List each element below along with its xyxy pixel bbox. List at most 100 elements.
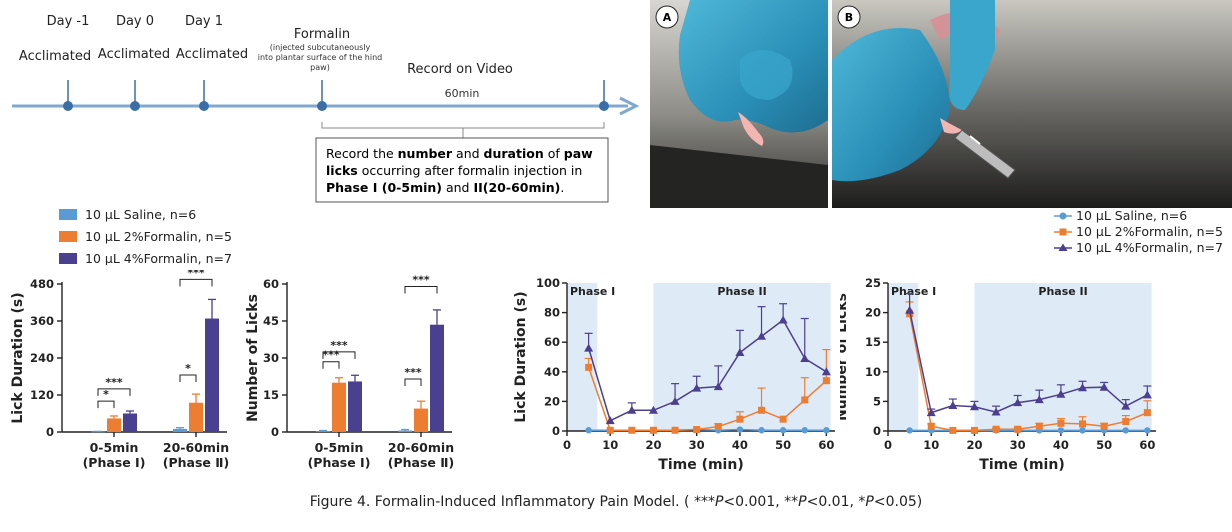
recording-note-segment: II(20-60min)	[473, 180, 560, 195]
bar	[173, 428, 187, 432]
legend-label: 10 μL 2%Formalin, n=5	[1076, 224, 1223, 239]
caption-text: <0.001, **	[723, 494, 799, 510]
data-point	[1057, 427, 1065, 434]
data-point	[1013, 398, 1023, 407]
x-tick-label: 20	[645, 438, 661, 452]
recording-note-segment: Record the	[326, 146, 398, 161]
bar	[398, 430, 412, 432]
legend-marker-square	[1059, 228, 1067, 236]
acclimated-label: Acclimated	[98, 47, 170, 62]
data-point	[906, 427, 913, 434]
figure-caption: Figure 4. Formalin-Induced Inflammatory …	[0, 494, 1232, 510]
legend-label: 10 μL Saline, n=6	[85, 207, 196, 222]
recording-note-line: licks occurring after formalin injection…	[326, 163, 582, 178]
timeline-dot-day1	[199, 101, 209, 111]
phase-region	[974, 283, 1152, 431]
y-tick-label: 5	[873, 394, 881, 408]
recording-note-segment: .	[560, 180, 564, 195]
y-tick-label: 25	[865, 276, 881, 290]
data-point	[1078, 383, 1088, 392]
bar	[332, 382, 346, 432]
data-point	[1099, 382, 1109, 391]
caption-p: P	[798, 494, 807, 510]
data-point	[1143, 409, 1151, 417]
data-point	[991, 407, 1001, 416]
formalin-note: (injected subcutaneously	[270, 43, 371, 52]
x-axis-label: Time (min)	[658, 457, 743, 473]
legend-swatch-4pct	[59, 253, 77, 264]
data-point	[1014, 425, 1022, 433]
bar-chart-legend: 10 μL Saline, n=6 10 μL 2%Formalin, n=5 …	[59, 207, 232, 265]
recording-bracket	[321, 122, 605, 138]
x-tick-label: (Phase Ⅰ)	[83, 455, 146, 470]
y-tick-label: 30	[263, 351, 279, 365]
x-tick-label: (Phase Ⅰ)	[308, 455, 371, 470]
recording-note-segment: Phase I (0-5min)	[326, 180, 442, 195]
data-point	[714, 423, 722, 431]
data-point	[992, 425, 1000, 433]
data-point	[1122, 418, 1130, 426]
phase-label: Phase II	[717, 285, 766, 298]
y-tick-label: 0	[552, 424, 560, 438]
data-point	[1122, 427, 1129, 434]
data-point	[801, 427, 808, 434]
caption-p: P	[865, 494, 874, 510]
x-axis-label: Time (min)	[979, 457, 1064, 473]
phase-region	[653, 283, 831, 431]
data-point	[736, 426, 744, 433]
legend-label: 10 μL 2%Formalin, n=5	[85, 229, 232, 244]
y-axis-label: Lick Duration (s)	[513, 291, 529, 422]
x-tick-label: 40	[732, 438, 748, 452]
data-point	[758, 406, 766, 414]
data-point	[1034, 395, 1044, 404]
y-tick-label: 45	[263, 314, 279, 328]
significance-label: ***	[187, 270, 205, 279]
x-tick-label: 30	[689, 438, 705, 452]
y-tick-label: 100	[536, 276, 560, 290]
bar	[123, 413, 137, 432]
data-point	[584, 343, 594, 352]
x-tick-label: 60	[818, 438, 834, 452]
significance-bracket	[322, 361, 340, 369]
x-tick-label: (Phase Ⅱ)	[163, 455, 229, 470]
y-axis-label: Number of Licks	[840, 293, 850, 421]
photo-a: A	[650, 0, 828, 208]
recording-note-line: Phase I (0-5min) and II(20-60min).	[326, 180, 564, 195]
recording-note-segment: occurring after formalin injection in	[358, 163, 583, 178]
phase-label: Phase I	[570, 285, 615, 298]
significance-bracket	[404, 285, 438, 294]
caption-text: <0.01, *	[806, 494, 866, 510]
data-point	[970, 426, 978, 434]
significance-label: ***	[404, 366, 422, 379]
y-tick-label: 0	[46, 425, 54, 439]
x-tick-label: 20-60min	[163, 440, 229, 455]
x-tick-label: 10	[602, 438, 618, 452]
bar	[316, 431, 330, 432]
x-tick-label: 30	[1010, 438, 1026, 452]
data-point	[948, 401, 958, 410]
x-tick-label: 0	[884, 438, 892, 452]
data-point	[671, 426, 679, 434]
recording-note-segment: number	[398, 146, 453, 161]
significance-label: *	[103, 388, 109, 401]
caption-p: P	[714, 494, 724, 510]
significance-bracket	[179, 374, 197, 382]
data-point	[1079, 427, 1086, 434]
data-point	[1142, 390, 1152, 399]
legend-marker-circle	[1059, 212, 1067, 220]
x-tick-label: (Phase Ⅱ)	[388, 455, 454, 470]
photo-b: B	[832, 0, 1232, 208]
line-chart-lick-duration: Phase I Phase II 0 20 40 60 80 100 0 10 20 30 40 50 60…	[513, 276, 835, 473]
recording-note-segment: and	[442, 180, 473, 195]
formalin-title: Formalin	[294, 27, 350, 42]
line-chart-number-of-licks: Phase I Phase II 0 5 10 15 20 25 0 10 20 30 40 50 60 Nu…	[840, 276, 1156, 473]
significance-bracket	[404, 378, 422, 386]
phase-region	[888, 283, 919, 431]
record-on-video-label: Record on Video	[407, 62, 513, 77]
data-point	[648, 405, 658, 414]
day-label: Day 0	[116, 14, 154, 29]
timeline-dot-end	[599, 101, 609, 111]
series-line	[587, 318, 827, 422]
day-label: Day -1	[47, 14, 90, 29]
